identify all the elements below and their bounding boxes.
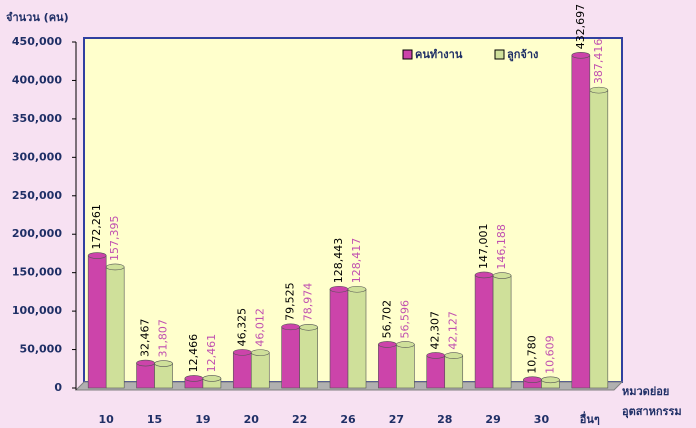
- bar: [232, 352, 252, 389]
- bar: [136, 362, 155, 389]
- bar-top: [571, 52, 591, 59]
- bar: [378, 344, 397, 389]
- bar-top: [444, 352, 464, 359]
- bar-top: [589, 86, 609, 94]
- data-label: 78,974: [302, 283, 315, 322]
- data-label: 31,807: [157, 319, 170, 358]
- bar-top: [541, 376, 560, 384]
- y-tick-label: 450,000: [12, 35, 62, 48]
- bar: [154, 363, 173, 389]
- y-tick-label: 400,000: [12, 73, 62, 86]
- data-label: 172,261: [90, 204, 103, 250]
- y-tick-label: 250,000: [12, 189, 62, 202]
- x-tick-label: 27: [389, 413, 404, 426]
- bar-top: [347, 285, 367, 293]
- bar: [87, 255, 107, 389]
- legend-label: คนทำงาน: [415, 48, 463, 61]
- y-tick-label: 150,000: [12, 266, 62, 279]
- x-tick-label: 22: [292, 413, 307, 426]
- bar: [571, 55, 591, 389]
- x-tick-label: 19: [195, 413, 210, 426]
- bar-top: [378, 341, 397, 348]
- bar: [250, 352, 270, 389]
- y-tick-label: 350,000: [12, 112, 62, 125]
- data-label: 46,012: [253, 308, 266, 347]
- y-tick-label: 200,000: [12, 227, 62, 240]
- bar: [474, 274, 494, 389]
- bar: [492, 275, 512, 389]
- bar: [281, 326, 300, 389]
- bar: [299, 326, 318, 389]
- data-label: 46,325: [235, 308, 248, 347]
- data-label: 128,417: [350, 238, 363, 284]
- bar-top: [281, 323, 300, 331]
- y-axis-title: จำนวน (คน): [6, 11, 69, 24]
- y-tick-label: 50,000: [20, 343, 63, 356]
- y-tick-label: 100,000: [12, 304, 62, 317]
- data-label: 32,467: [139, 319, 152, 358]
- data-label: 56,596: [398, 300, 411, 339]
- x-tick-label: 26: [340, 413, 356, 426]
- bar-top: [184, 375, 204, 382]
- legend-swatch: [402, 49, 413, 60]
- bar: [329, 288, 349, 389]
- bar: [444, 355, 464, 389]
- bar-top: [396, 341, 415, 348]
- bar-top: [250, 349, 270, 356]
- bar-top: [474, 271, 494, 279]
- x-tick-label: 20: [244, 413, 260, 426]
- data-label: 146,188: [495, 224, 508, 270]
- bar-top: [426, 352, 446, 359]
- bar-top: [202, 375, 222, 382]
- data-label: 387,416: [592, 39, 605, 85]
- data-label: 12,466: [187, 334, 200, 373]
- x-tick-label: อื่นๆ: [579, 411, 600, 426]
- x-tick-label: 30: [534, 413, 550, 426]
- x-axis-title: หมวดย่อย: [622, 385, 669, 398]
- data-label: 56,702: [380, 300, 393, 339]
- data-label: 157,395: [108, 215, 121, 261]
- bar-top: [492, 272, 512, 279]
- bar-top: [299, 323, 318, 331]
- legend-label: ลูกจ้าง: [507, 48, 538, 62]
- x-tick-label: 15: [147, 413, 162, 426]
- bar-top: [136, 359, 155, 367]
- data-label: 147,001: [477, 223, 490, 269]
- y-tick-label: 300,000: [12, 150, 62, 163]
- bar-top: [154, 360, 173, 367]
- bar: [105, 266, 125, 389]
- y-tick-label: 0: [54, 381, 62, 394]
- x-tick-label: 10: [99, 413, 115, 426]
- bar-top: [105, 263, 125, 271]
- data-label: 12,461: [205, 334, 218, 373]
- bar: [589, 89, 609, 389]
- bar-top: [87, 252, 107, 259]
- bar-top: [329, 285, 349, 293]
- data-label: 10,780: [525, 335, 538, 374]
- bar-top: [232, 349, 252, 356]
- data-label: 42,127: [447, 311, 460, 350]
- legend-swatch: [494, 49, 505, 60]
- data-label: 10,609: [543, 335, 556, 374]
- bar-top: [523, 376, 542, 384]
- bar: [426, 355, 446, 389]
- bar: [396, 344, 415, 389]
- data-label: 128,443: [332, 238, 345, 284]
- x-axis-title: อุตสาหกรรม: [622, 405, 682, 419]
- data-label: 432,697: [574, 4, 587, 50]
- bar: [347, 288, 367, 389]
- data-label: 79,525: [284, 282, 297, 321]
- x-tick-label: 29: [485, 413, 500, 426]
- x-tick-label: 28: [437, 413, 452, 426]
- data-label: 42,307: [429, 311, 442, 350]
